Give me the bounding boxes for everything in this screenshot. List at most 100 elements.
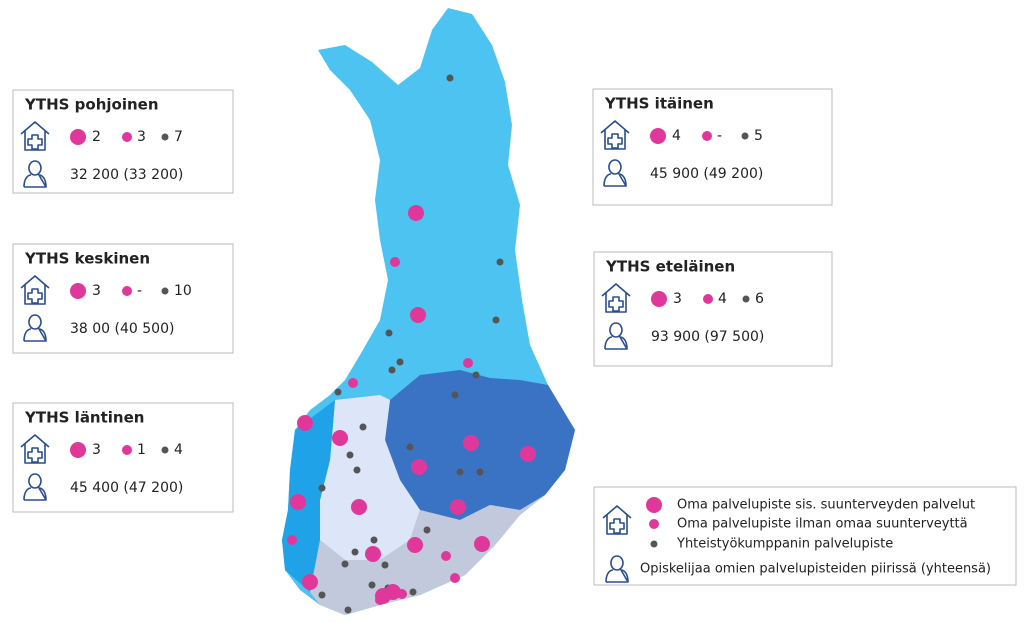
partner-count: 6 [755, 291, 764, 307]
region-card: YTHS läntinen 3 1 4 45 400 (47 200) [12, 402, 234, 513]
big-point [408, 205, 424, 221]
region-title: YTHS keskinen [24, 250, 150, 268]
partner-point [353, 466, 361, 474]
person-icon [23, 314, 47, 342]
small-count: - [137, 283, 142, 299]
big-point [650, 128, 666, 144]
small-point [122, 132, 132, 142]
legend: Oma palvelupiste sis. suunterveyden palv… [593, 486, 1017, 586]
region-title: YTHS pohjoinen [24, 96, 159, 114]
person-icon [604, 322, 628, 350]
partner-count: 4 [174, 442, 183, 458]
big-point [70, 129, 86, 145]
partner-point [742, 295, 750, 303]
student-count: 38 00 (40 500) [70, 321, 174, 337]
legend-text: Opiskelijaa omien palvelupisteiden piiri… [640, 562, 991, 577]
partner-point [344, 606, 352, 614]
partner-point [409, 588, 417, 596]
small-count: 4 [718, 291, 727, 307]
partner-point [334, 388, 342, 396]
big-point [332, 430, 348, 446]
person-icon [605, 555, 629, 583]
big-point [297, 415, 313, 431]
small-point [702, 131, 712, 141]
small-count: 1 [137, 442, 146, 458]
region-card: YTHS eteläinen 3 4 6 93 900 (97 500) [593, 251, 833, 367]
partner-point [370, 536, 378, 544]
region-title: YTHS itäinen [604, 95, 714, 113]
big-count: 3 [92, 442, 101, 458]
big-point [351, 499, 367, 515]
partner-point [385, 329, 393, 337]
legend-frame [593, 486, 1017, 586]
region-title: YTHS läntinen [24, 409, 144, 427]
partner-count: 7 [174, 129, 183, 145]
partner-point [318, 484, 326, 492]
person-icon [23, 160, 47, 188]
legend-text: Oma palvelupiste ilman omaa suunterveytt… [677, 517, 968, 532]
big-point [302, 574, 318, 590]
card-frame [592, 88, 833, 206]
small-point [703, 294, 713, 304]
big-point [411, 459, 427, 475]
clinic-icon [20, 121, 50, 151]
clinic-icon [600, 120, 630, 150]
partner-count: 5 [754, 128, 763, 144]
person-icon [603, 159, 627, 187]
card-frame [593, 251, 833, 367]
partner-point [472, 371, 480, 379]
clinic-icon [601, 283, 631, 313]
small-point [375, 595, 385, 605]
partner-point [741, 132, 749, 140]
small-point [390, 257, 400, 267]
small-point [397, 589, 407, 599]
big-point [70, 283, 86, 299]
small-point [463, 358, 473, 368]
partner-point [492, 316, 500, 324]
student-count: 45 900 (49 200) [650, 166, 763, 182]
big-point [450, 499, 466, 515]
small-count: 3 [137, 129, 146, 145]
small-point [287, 535, 297, 545]
finland-map [282, 8, 575, 615]
legend-text: Oma palvelupiste sis. suunterveyden palv… [677, 498, 975, 513]
partner-point [381, 561, 389, 569]
partner-point [456, 468, 464, 476]
legend-text: Yhteistyökumppanin palvelupiste [676, 537, 893, 552]
partner-point [346, 451, 354, 459]
small-point [348, 378, 358, 388]
clinic-icon [20, 434, 50, 464]
small-point [649, 519, 659, 529]
small-point [122, 286, 132, 296]
partner-point [161, 287, 169, 295]
student-count: 45 400 (47 200) [70, 480, 183, 496]
partner-point [318, 591, 326, 599]
small-point [450, 573, 460, 583]
partner-point [368, 581, 376, 589]
big-point [410, 307, 426, 323]
partner-point [406, 443, 414, 451]
partner-point [446, 74, 454, 82]
small-point [122, 445, 132, 455]
map-points [287, 74, 536, 614]
region-west [282, 400, 335, 592]
card-frame [12, 243, 234, 354]
big-count: 3 [673, 291, 682, 307]
big-point [407, 537, 423, 553]
big-point [646, 497, 662, 513]
small-count: - [717, 128, 722, 144]
big-point [290, 494, 306, 510]
partner-point [396, 358, 404, 366]
big-point [385, 584, 401, 600]
student-count: 93 900 (97 500) [651, 329, 764, 345]
partner-point [388, 366, 396, 374]
partner-point [161, 133, 169, 141]
small-point [441, 551, 451, 561]
partner-point [359, 423, 367, 431]
region-title: YTHS eteläinen [605, 258, 735, 276]
card-frame [12, 402, 234, 513]
clinic-icon [602, 505, 632, 535]
partner-point [423, 526, 431, 534]
region-card: YTHS pohjoinen 2 3 7 32 200 (33 200) [12, 89, 234, 194]
